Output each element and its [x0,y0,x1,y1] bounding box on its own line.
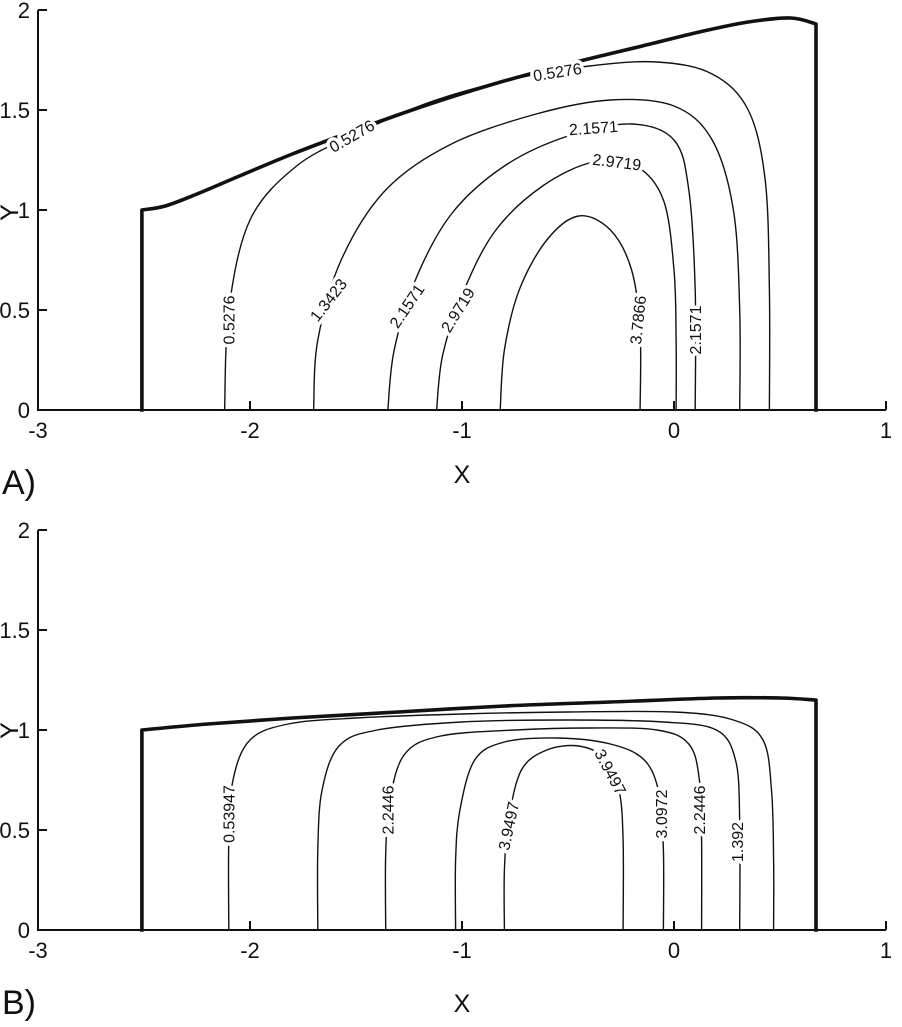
contour-label: 2.2446 [380,785,397,834]
y-tick-label: 2 [18,0,30,23]
x-tick-label: 0 [668,418,680,443]
contour-label: 1.392 [730,822,747,862]
x-tick-label: 0 [668,938,680,963]
domain-boundary [140,695,818,932]
contour-label: 0.5276 [221,295,238,344]
contour-line-2.1571 [387,123,697,411]
domain-boundary [140,16,818,412]
panel-a-letter: A) [2,464,36,502]
contour-label: 2.9719 [591,152,642,175]
panel-a-ylabel: Y [0,204,25,221]
y-tick-label: 1 [18,198,30,223]
y-tick-label: 1.5 [0,618,30,643]
panel-a-xlabel: X [453,461,471,489]
y-tick-label: 0.5 [0,298,30,323]
y-tick-label: 1.5 [0,98,30,123]
contour-label: 3.0972 [654,789,671,838]
contour-label: 0.5276 [327,117,378,156]
contour-label: 1.3423 [308,276,352,325]
x-tick-label: -1 [452,418,472,443]
x-tick-label: -3 [28,938,48,963]
contour-panel-a: -3 -2 -1 0 1 0 0.5 1 1.5 2 0.5276 0.5276 0.5276 1.342… [0,0,892,443]
x-tick-label: -2 [240,938,260,963]
contour-line-3.0972 [454,737,665,931]
contour-line-1.3423 [312,98,741,411]
x-tick-label: 1 [880,938,892,963]
contour-label: 3.9497 [590,747,628,798]
y-tick-label: 0.5 [0,818,30,843]
panel-b-letter: B) [2,984,36,1022]
contour-panel-b: -3 -2 -1 0 1 0 0.5 1 1.5 2 0.53947 1.392 2.2446 2.244… [0,518,892,963]
y-tick-label: 1 [18,718,30,743]
contour-label: 2.1571 [568,119,618,139]
contour-label: 0.53947 [221,785,238,843]
x-tick-label: -3 [28,418,48,443]
panel-b-xlabel: X [453,990,471,1018]
contour-label: 2.2446 [692,785,709,834]
contour-line-1.392 [316,719,741,931]
contour-label: 2.1571 [387,281,429,331]
axes-lines [37,530,886,931]
x-tick-label: -1 [452,938,472,963]
contour-line-0.5276 [223,60,771,411]
contour-label: 3.7866 [628,295,650,346]
contour-label: 0.5276 [532,61,583,85]
contour-label: 3.9497 [496,800,523,852]
x-tick-label: -2 [240,418,260,443]
y-tick-label: 0 [18,918,30,943]
y-tick-label: 2 [18,518,30,543]
y-tick-label: 0 [18,398,30,423]
contour-line-2.9719 [435,159,677,411]
x-tick-label: 1 [880,418,892,443]
panel-b-ylabel: Y [0,722,25,739]
contour-label: 2.1571 [688,305,705,354]
contour-line-3.7866 [499,215,642,411]
axes-lines [37,10,886,411]
contour-line-3.9497 [503,744,625,931]
contour-line-0.53947 [227,710,775,931]
contour-line-2.2446 [384,727,703,931]
contour-label: 2.9719 [439,285,479,336]
